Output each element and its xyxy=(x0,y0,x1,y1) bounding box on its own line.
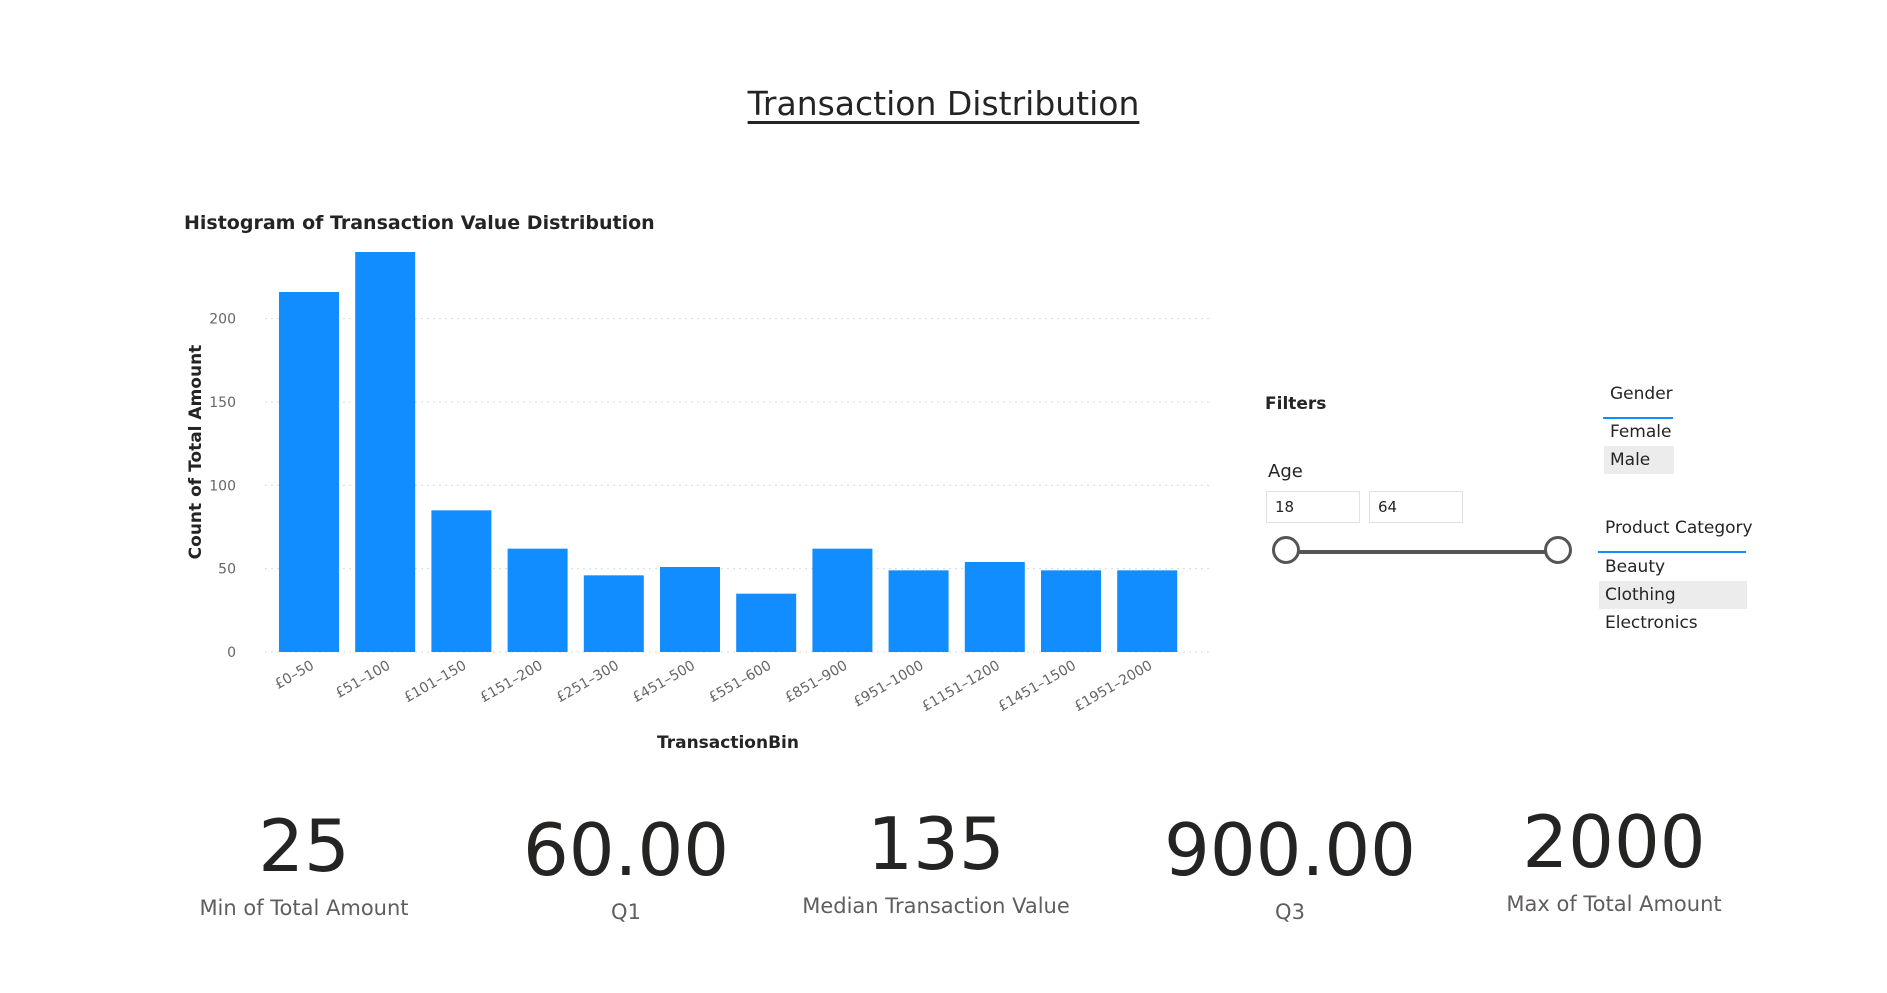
histogram-bar[interactable] xyxy=(431,510,491,652)
x-tick-label: £551–600 xyxy=(706,658,774,707)
product-category-slicer-header: Product Category xyxy=(1605,518,1753,538)
age-max-input[interactable]: 64 xyxy=(1369,491,1463,523)
kpi-value: 135 xyxy=(786,808,1086,880)
kpi-label: Q3 xyxy=(1140,900,1440,924)
histogram-bar[interactable] xyxy=(1117,570,1177,652)
kpi-value: 25 xyxy=(154,810,454,882)
gender-slicer-header: Gender xyxy=(1610,384,1673,404)
histogram-bar[interactable] xyxy=(889,570,949,652)
kpi-card-q3: 900.00 Q3 xyxy=(1140,814,1440,924)
x-tick-label: £1451–1500 xyxy=(996,658,1079,715)
y-axis-title: Count of Total Amount xyxy=(186,345,206,560)
y-tick-label: 100 xyxy=(209,478,236,494)
x-tick-label: £951–1000 xyxy=(851,658,927,711)
x-axis-title: TransactionBin xyxy=(657,733,799,753)
histogram-bar[interactable] xyxy=(508,549,568,652)
x-tick-label: £101–150 xyxy=(401,658,469,707)
histogram-bar[interactable] xyxy=(279,292,339,652)
y-tick-label: 150 xyxy=(209,395,236,411)
age-slider-track[interactable] xyxy=(1286,550,1558,554)
kpi-value: 900.00 xyxy=(1140,814,1440,886)
histogram-bar[interactable] xyxy=(1041,570,1101,652)
gender-item-male[interactable]: Male xyxy=(1604,446,1674,474)
histogram-bar[interactable] xyxy=(812,549,872,652)
filters-label: Filters xyxy=(1265,394,1326,414)
age-slicer-label: Age xyxy=(1268,461,1303,482)
y-tick-label: 50 xyxy=(218,562,236,578)
x-tick-label: £251–300 xyxy=(554,658,622,707)
x-tick-label: £151–200 xyxy=(478,658,546,707)
histogram-bar[interactable] xyxy=(355,252,415,652)
x-tick-label: £1951–2000 xyxy=(1072,658,1155,715)
kpi-label: Max of Total Amount xyxy=(1464,892,1764,916)
x-tick-label: £851–900 xyxy=(782,658,850,707)
histogram-bar[interactable] xyxy=(965,562,1025,652)
kpi-card-min: 25 Min of Total Amount xyxy=(154,810,454,920)
x-tick-label: £1151–1200 xyxy=(919,658,1002,715)
kpi-value: 2000 xyxy=(1464,806,1764,878)
kpi-card-q1: 60.00 Q1 xyxy=(476,814,776,924)
age-slider-max-handle[interactable] xyxy=(1544,536,1572,564)
age-min-input[interactable]: 18 xyxy=(1266,491,1360,523)
kpi-label: Q1 xyxy=(476,900,776,924)
age-slider-min-handle[interactable] xyxy=(1272,536,1300,564)
kpi-card-max: 2000 Max of Total Amount xyxy=(1464,806,1764,916)
x-tick-label: £51–100 xyxy=(333,658,393,702)
kpi-value: 60.00 xyxy=(476,814,776,886)
product-category-item-beauty[interactable]: Beauty xyxy=(1599,553,1747,581)
kpi-label: Min of Total Amount xyxy=(154,896,454,920)
y-tick-label: 200 xyxy=(209,312,236,328)
x-tick-label: £0–50 xyxy=(272,658,317,693)
gender-item-female[interactable]: Female xyxy=(1604,418,1674,446)
histogram-bar[interactable] xyxy=(736,594,796,652)
kpi-card-median: 135 Median Transaction Value xyxy=(786,808,1086,918)
product-category-item-clothing[interactable]: Clothing xyxy=(1599,581,1747,609)
histogram-bar[interactable] xyxy=(660,567,720,652)
product-category-item-electronics[interactable]: Electronics xyxy=(1599,609,1747,637)
kpi-label: Median Transaction Value xyxy=(786,894,1086,918)
histogram-bar[interactable] xyxy=(584,575,644,652)
y-tick-label: 0 xyxy=(227,645,236,661)
x-tick-label: £451–500 xyxy=(630,658,698,707)
